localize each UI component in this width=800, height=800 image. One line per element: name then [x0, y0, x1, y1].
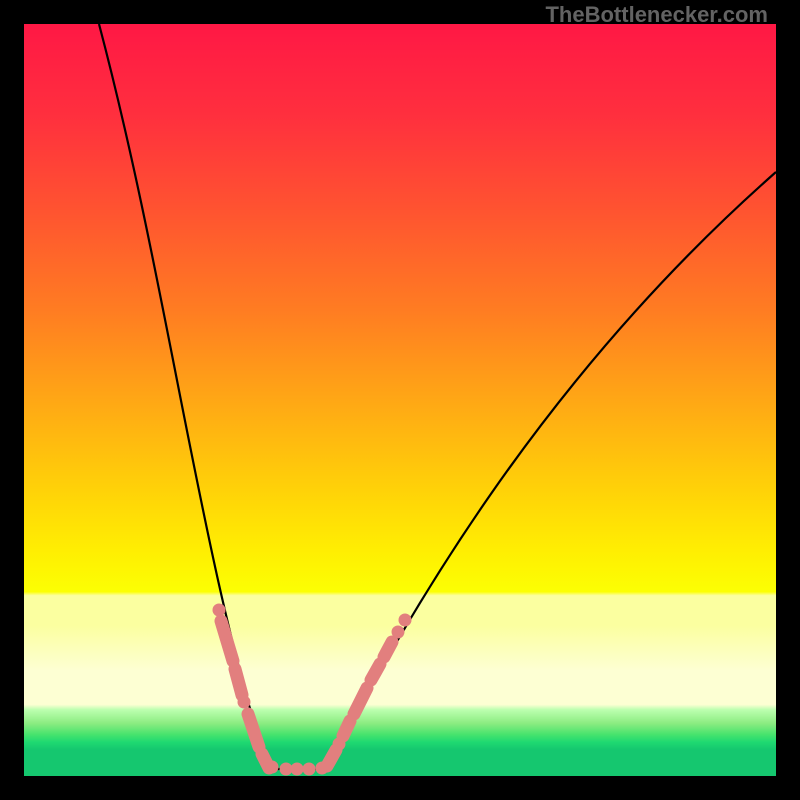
highlight-marker: [266, 761, 279, 774]
highlight-marker: [371, 664, 380, 680]
highlight-marker: [291, 763, 304, 776]
chart-background: [24, 24, 776, 776]
highlight-marker: [238, 696, 251, 709]
highlight-marker: [327, 750, 336, 766]
highlight-marker: [235, 669, 242, 695]
highlight-marker: [303, 763, 316, 776]
highlight-marker: [213, 604, 226, 617]
highlight-marker: [343, 721, 350, 736]
bottleneck-chart: [24, 24, 776, 776]
highlight-marker: [384, 642, 392, 657]
plot-frame: [0, 0, 800, 800]
highlight-marker: [392, 626, 405, 639]
highlight-marker: [399, 614, 412, 627]
watermark-label: TheBottlenecker.com: [545, 2, 768, 28]
